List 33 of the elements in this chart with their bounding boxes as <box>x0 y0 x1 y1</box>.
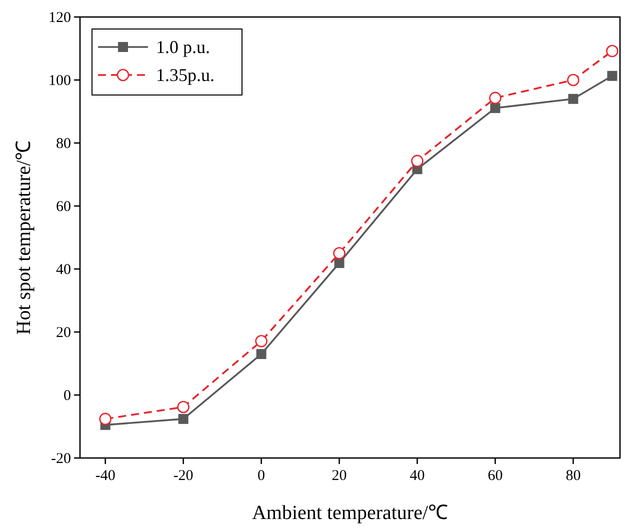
y-tick-label: 100 <box>48 73 71 89</box>
x-tick-label: 0 <box>258 468 266 484</box>
x-tick-label: 80 <box>566 468 581 484</box>
point <box>489 92 502 104</box>
x-tick-label: 60 <box>488 468 503 484</box>
point <box>490 103 500 114</box>
y-tick-label: 0 <box>64 388 71 404</box>
point <box>334 258 344 268</box>
x-tick-label: -40 <box>95 468 116 484</box>
y-tick-label: 80 <box>56 136 71 152</box>
y-tick-label: 60 <box>56 199 71 215</box>
x-axis-title: Ambient temperature/℃ <box>252 502 448 524</box>
y-tick-label: 20 <box>56 325 71 341</box>
point <box>177 400 190 414</box>
point <box>568 94 578 104</box>
y-tick-label: -20 <box>51 451 71 467</box>
y-tick-label: 120 <box>48 10 71 26</box>
x-tick-label: 20 <box>332 468 347 484</box>
x-tick-label: 40 <box>410 468 425 484</box>
point <box>606 44 618 58</box>
y-tick-label: 40 <box>56 262 71 278</box>
point <box>333 247 346 260</box>
point <box>607 70 618 81</box>
y-axis-title: Hot spot temperature/℃ <box>13 140 35 335</box>
point <box>567 74 580 86</box>
x-tick-label: -20 <box>173 468 194 484</box>
point <box>178 414 188 424</box>
point <box>99 412 112 426</box>
legend-label: 1.0 p.u. <box>156 37 210 57</box>
point <box>411 154 424 168</box>
legend-label: 1.35p.u. <box>156 65 214 85</box>
point <box>256 349 266 360</box>
point <box>255 334 268 348</box>
